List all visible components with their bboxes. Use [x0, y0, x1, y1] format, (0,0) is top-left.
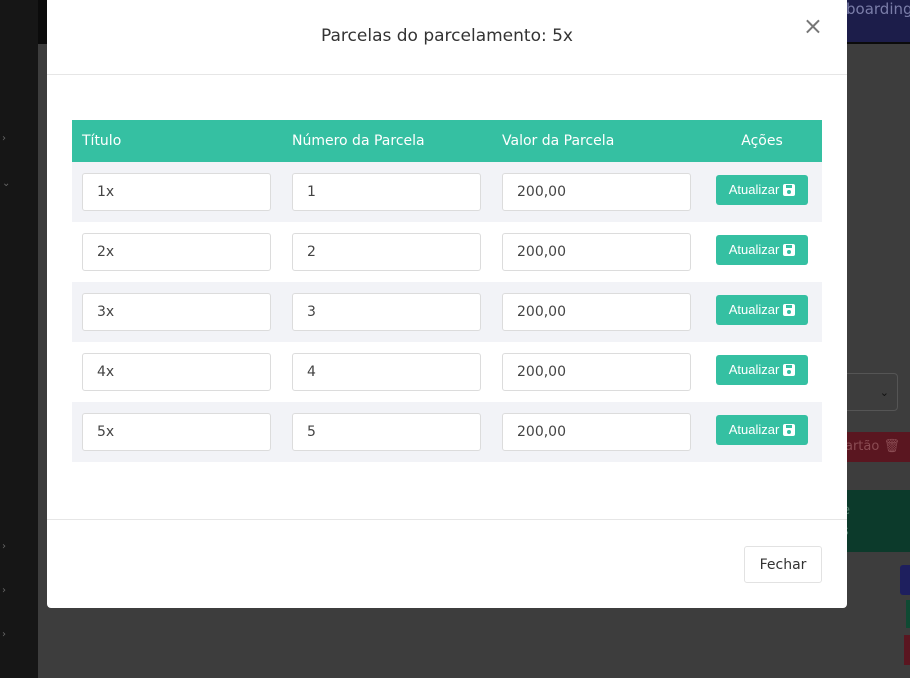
update-button[interactable]: Atualizar [716, 294, 808, 325]
update-button[interactable]: Atualizar [716, 234, 808, 265]
background-select[interactable]: ⌄ [840, 373, 898, 411]
update-button[interactable]: Atualizar [716, 414, 808, 445]
numero-input[interactable] [292, 173, 481, 211]
table-row: 200,00 Atualizar [72, 282, 822, 342]
numero-input[interactable] [292, 293, 481, 331]
chevron-right-icon[interactable]: › [2, 585, 6, 596]
cell [72, 402, 282, 462]
valor-input[interactable]: 200,00 [502, 233, 691, 271]
update-label: Atualizar [728, 362, 780, 378]
close-icon[interactable]: × [802, 12, 823, 40]
green-panel-text: s [842, 521, 910, 542]
titulo-input[interactable] [82, 233, 271, 271]
save-icon [783, 423, 796, 436]
update-label: Atualizar [728, 302, 780, 318]
modal-footer: Fechar [47, 519, 847, 608]
column-header-acoes: Ações [702, 120, 822, 162]
cell: 200,00 [492, 402, 702, 462]
cell: Atualizar [702, 282, 822, 342]
numero-input[interactable] [292, 233, 481, 271]
cell: Atualizar [702, 342, 822, 402]
column-header-titulo: Título [72, 120, 282, 162]
valor-input[interactable]: 200,00 [502, 293, 691, 331]
delete-card-button[interactable]: artão 🗑 [840, 432, 910, 462]
trash-icon: 🗑 [883, 439, 900, 454]
cell [282, 162, 492, 222]
update-label: Atualizar [728, 182, 780, 198]
chevron-right-icon[interactable]: › [2, 629, 6, 640]
cell [72, 282, 282, 342]
chevron-right-icon[interactable]: › [2, 541, 6, 552]
green-panel-text: e [842, 500, 910, 521]
titulo-input[interactable] [82, 353, 271, 391]
green-panel: es [840, 490, 910, 552]
update-button[interactable]: Atualizar [716, 174, 808, 205]
update-label: Atualizar [728, 422, 780, 438]
modal-title: Parcelas do parcelamento: 5x [321, 26, 573, 46]
titulo-input[interactable] [82, 293, 271, 331]
numero-input[interactable] [292, 413, 481, 451]
numero-input[interactable] [292, 353, 481, 391]
cell: 200,00 [492, 222, 702, 282]
valor-input[interactable]: 200,00 [502, 173, 691, 211]
cell [72, 222, 282, 282]
delete-card-label: artão [845, 439, 880, 454]
close-button[interactable]: Fechar [744, 546, 822, 583]
chevron-down-icon[interactable]: ⌄ [2, 178, 11, 189]
modal-header: Parcelas do parcelamento: 5x × [47, 0, 847, 75]
cell [282, 402, 492, 462]
titulo-input[interactable] [82, 413, 271, 451]
table-row: 200,00 Atualizar [72, 222, 822, 282]
update-label: Atualizar [728, 242, 780, 258]
cell [72, 162, 282, 222]
background-button[interactable] [900, 565, 910, 595]
cell [282, 282, 492, 342]
save-icon [783, 363, 796, 376]
save-icon [783, 183, 796, 196]
background-button[interactable] [906, 600, 910, 628]
onboarding-button[interactable]: boarding [840, 0, 910, 42]
chevron-right-icon[interactable]: › [2, 133, 6, 144]
installments-table: Título Número da Parcela Valor da Parcel… [72, 120, 822, 462]
cell [282, 342, 492, 402]
cell: Atualizar [702, 222, 822, 282]
cell [282, 222, 492, 282]
table-row: 200,00 Atualizar [72, 162, 822, 222]
sidebar: › ⌄ › › › [0, 0, 38, 678]
column-header-valor: Valor da Parcela [492, 120, 702, 162]
save-icon [783, 243, 796, 256]
save-icon [783, 303, 796, 316]
cell: Atualizar [702, 402, 822, 462]
valor-input[interactable]: 200,00 [502, 353, 691, 391]
cell: 200,00 [492, 342, 702, 402]
cell: 200,00 [492, 162, 702, 222]
table-row: 200,00 Atualizar [72, 342, 822, 402]
installments-modal: Parcelas do parcelamento: 5x × Título Nú… [47, 0, 847, 608]
titulo-input[interactable] [82, 173, 271, 211]
valor-input[interactable]: 200,00 [502, 413, 691, 451]
update-button[interactable]: Atualizar [716, 354, 808, 385]
cell: 200,00 [492, 282, 702, 342]
column-header-numero: Número da Parcela [282, 120, 492, 162]
cell [72, 342, 282, 402]
background-button[interactable] [904, 635, 910, 665]
table-row: 200,00 Atualizar [72, 402, 822, 462]
cell: Atualizar [702, 162, 822, 222]
